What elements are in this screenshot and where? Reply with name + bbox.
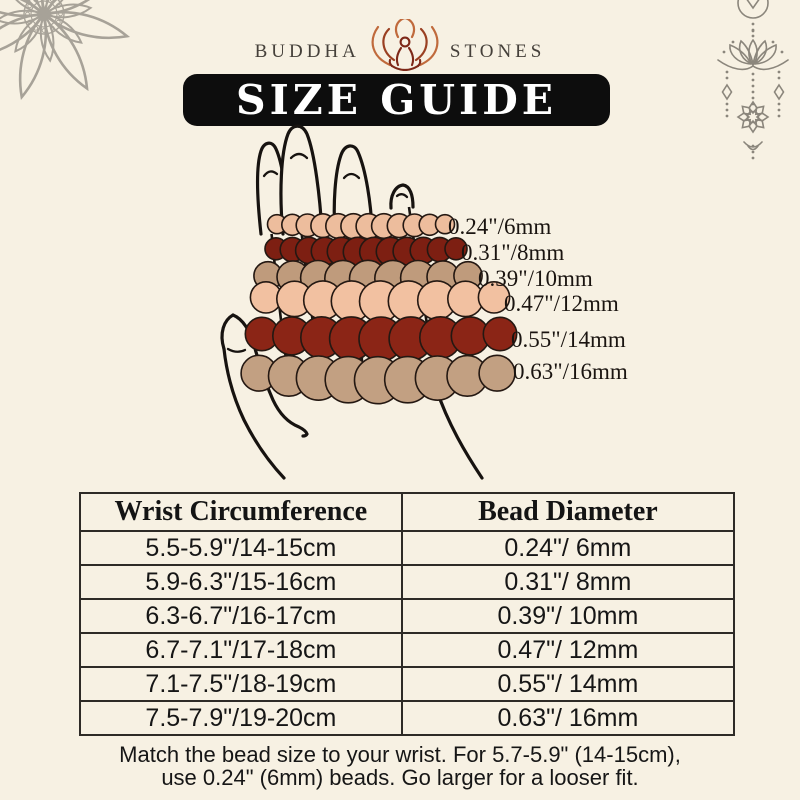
brand-word-right: STONES (449, 40, 546, 62)
bead-size-label: 0.47"/12mm (504, 291, 619, 316)
size-guide-title: SIZE GUIDE (236, 75, 557, 124)
table-row: 7.5-7.9"/19-20cm 0.63"/ 16mm (79, 700, 736, 736)
table-row: 5.5-5.9"/14-15cm 0.24"/ 6mm (79, 530, 736, 566)
size-guide-table: Wrist Circumference Bead Diameter 5.5-5.… (79, 492, 736, 736)
wrist-circumference-cell: 7.1-7.5"/18-19cm (79, 666, 403, 702)
table-row: 6.7-7.1"/17-18cm 0.47"/ 12mm (79, 632, 736, 668)
size-guide-banner: SIZE GUIDE (183, 74, 610, 126)
table-row: 7.1-7.5"/18-19cm 0.55"/ 14mm (79, 666, 736, 702)
thumb-palm-outline (220, 313, 484, 480)
wrist-circumference-cell: 6.3-6.7"/16-17cm (79, 598, 403, 634)
bead-size-label: 0.31"/8mm (461, 240, 565, 265)
bead-size-label: 0.24"/6mm (448, 214, 552, 239)
hand-fingers-outline (256, 124, 415, 236)
bead (444, 237, 468, 261)
bead-size-label: 0.55"/14mm (511, 327, 626, 352)
bead-size-label: 0.63"/16mm (513, 359, 628, 384)
wrist-circumference-cell: 5.5-5.9"/14-15cm (79, 530, 403, 566)
bead-diameter-cell: 0.55"/ 14mm (400, 666, 736, 702)
table-row: 5.9-6.3"/15-16cm 0.31"/ 8mm (79, 564, 736, 600)
bead (477, 280, 511, 314)
bracelet-beads (240, 212, 518, 405)
fit-note-line1: Match the bead size to your wrist. For 5… (119, 742, 681, 767)
fit-note: Match the bead size to your wrist. For 5… (0, 743, 800, 789)
bead-diameter-cell: 0.39"/ 10mm (400, 598, 736, 634)
bead-diameter-header: Bead Diameter (400, 492, 736, 532)
table-row: 6.3-6.7"/16-17cm 0.39"/ 10mm (79, 598, 736, 634)
wrist-circumference-header: Wrist Circumference (79, 492, 403, 532)
lotus-meditator-logo-icon (371, 19, 439, 71)
bead-diameter-cell: 0.63"/ 16mm (400, 700, 736, 736)
bead-diameter-cell: 0.31"/ 8mm (400, 564, 736, 600)
table-header-row: Wrist Circumference Bead Diameter (79, 492, 736, 532)
bead-size-label: 0.39"/10mm (478, 266, 593, 291)
bead (482, 316, 518, 352)
brand-word-left: BUDDHA (254, 40, 360, 62)
bead (434, 213, 456, 235)
fit-note-line2: use 0.24" (6mm) beads. Go larger for a l… (161, 765, 639, 790)
bead (478, 354, 516, 392)
wrist-line-right (434, 386, 484, 480)
wrist-circumference-cell: 7.5-7.9"/19-20cm (79, 700, 403, 736)
wrist-circumference-cell: 6.7-7.1"/17-18cm (79, 632, 403, 668)
finger-crease-lines (262, 152, 409, 199)
brand-header: BUDDHA (0, 14, 800, 74)
bead-diameter-cell: 0.47"/ 12mm (400, 632, 736, 668)
bead-diameter-cell: 0.24"/ 6mm (400, 530, 736, 566)
wrist-circumference-cell: 5.9-6.3"/15-16cm (79, 564, 403, 600)
